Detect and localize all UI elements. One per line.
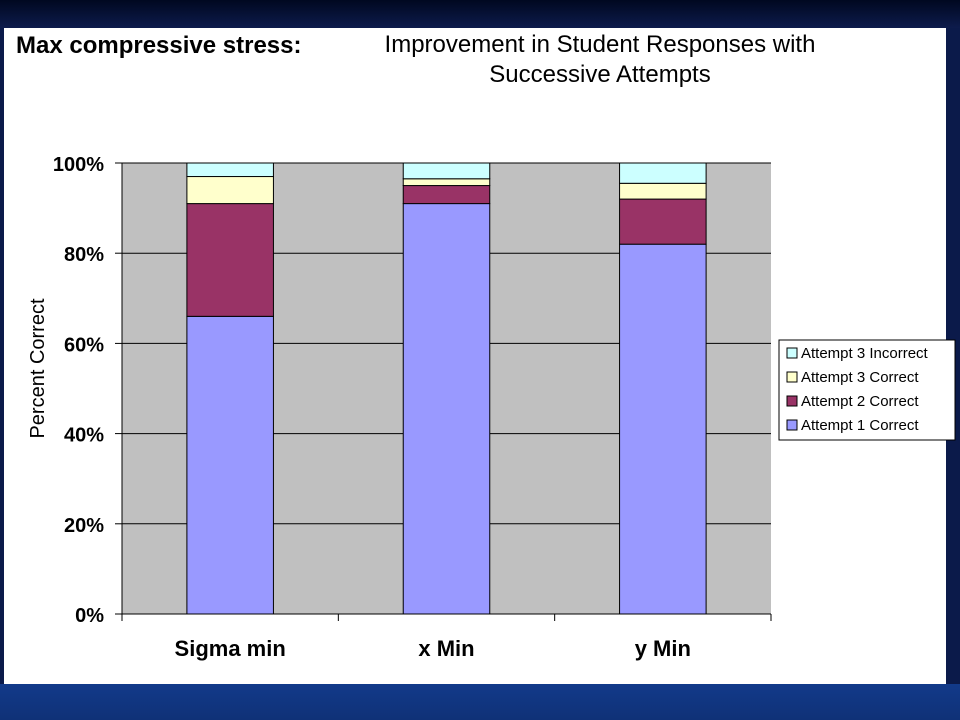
legend-entry: Attempt 3 Incorrect: [801, 345, 929, 362]
y-tick-label: 60%: [64, 334, 104, 356]
x-tick-label: Sigma min: [175, 636, 286, 661]
y-tick-label: 100%: [53, 154, 104, 176]
chart-title-line-1: Improvement in Student Responses with: [384, 31, 816, 58]
bar-segment-attempt-2-correct: [186, 203, 274, 317]
bar-segment-attempt-3-incorrect: [619, 162, 707, 184]
bar-segment-attempt-2-correct: [619, 198, 707, 245]
bar-segment-attempt-3-correct: [186, 176, 274, 205]
bar-segment-attempt-1-correct: [186, 315, 274, 615]
legend-entry: Attempt 2 Correct: [801, 393, 919, 410]
legend-swatch: [786, 347, 798, 359]
x-tick-label: y Min: [635, 636, 691, 661]
bar-segment-attempt-3-incorrect: [186, 162, 274, 178]
legend-swatch: [786, 395, 798, 407]
y-axis-label: Percent Correct: [27, 298, 49, 438]
legend-swatch: [786, 371, 798, 383]
bar-segment-attempt-1-correct: [402, 203, 491, 615]
legend-box: [778, 339, 956, 441]
bar-segment-attempt-3-incorrect: [402, 162, 491, 180]
legend-entry: Attempt 1 Correct: [801, 417, 919, 434]
bar-segment-attempt-2-correct: [402, 185, 491, 205]
x-tick-label: x Min: [418, 636, 474, 661]
chart-title: Improvement in Student Responses with Su…: [320, 30, 880, 90]
y-tick-label: 0%: [75, 605, 104, 627]
bar-segment-attempt-1-correct: [619, 243, 707, 615]
y-tick-label: 40%: [64, 425, 104, 447]
slide-top-bar: [0, 0, 960, 28]
slide-bottom-bar: [0, 684, 960, 720]
bar-segment-attempt-3-correct: [619, 182, 707, 200]
legend-swatch: [786, 419, 798, 431]
bar-segment-attempt-3-correct: [402, 178, 491, 187]
slide-heading: Max compressive stress:: [16, 32, 302, 59]
y-tick-label: 20%: [64, 515, 104, 537]
chart-title-line-2: Successive Attempts: [489, 61, 711, 88]
legend-entry: Attempt 3 Correct: [801, 369, 919, 386]
y-tick-label: 80%: [64, 244, 104, 266]
